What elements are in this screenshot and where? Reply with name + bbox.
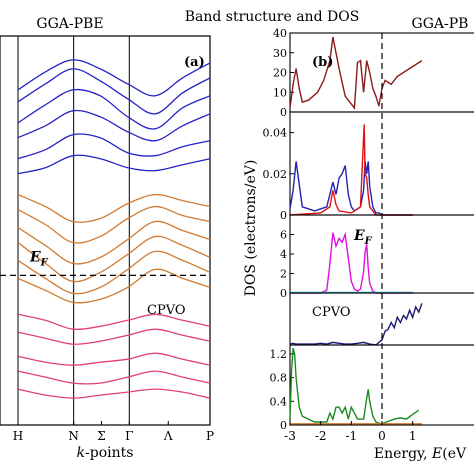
band-line [17,133,211,160]
dos-x-tick-label: -2 [315,429,327,443]
figure-title: Band structure and DOS [185,9,360,25]
panel-label: (a) [184,55,205,70]
dos-curve [289,303,423,346]
fermi-label: EF [29,249,49,268]
dos-x-axis-label-part: Energy, [374,446,432,462]
dos-curve [289,347,420,425]
band-line [17,370,211,385]
band-x-axis-label-rest: -points [85,445,133,461]
fermi-subscript: F [40,257,49,268]
k-label: P [206,429,214,443]
compound-label: CPVO [147,303,186,318]
dos-x-axis-label: Energy, E(eV [374,446,467,462]
dos-y-tick-label: 0 [280,419,287,432]
band-line [17,352,211,366]
dos-y-tick-label: 40 [273,27,287,40]
dos-y-tick-label: 2 [280,268,287,281]
dos-y-tick-label: 4 [280,248,287,261]
dos-curve [290,231,413,294]
band-line [17,109,211,142]
dos-y-tick-label: 10 [273,86,287,99]
band-line [17,154,211,175]
band-line [17,388,211,399]
dos-panel: 01020304000.020.04024600.40.81.2EF(b)CPV… [243,27,474,462]
right-panel-title: GGA-PB [412,16,469,32]
band-line [17,313,211,331]
dos-x-axis-label-part: E [431,446,442,462]
dos-y-tick-label: 0 [280,106,287,119]
dos-y-tick-label: 30 [273,47,287,60]
band-line [17,328,211,345]
dos-y-tick-label: 20 [273,67,287,80]
band-line [17,205,211,244]
band-line [17,193,211,223]
dos-fermi-subscript: F [364,236,373,247]
dos-curve [289,36,423,110]
dos-y-tick-label: 0.02 [263,168,288,181]
dos-y-tick-label: 0.8 [270,372,288,385]
dos-curve [289,124,413,216]
band-line [17,250,211,295]
dos-subplot-frame [289,344,474,426]
dos-y-tick-label: 0 [280,209,287,222]
dos-x-axis-label-part: (eV [442,446,467,462]
left-panel-title: GGA-PBE [36,16,103,32]
dos-curve [289,161,413,216]
band-plot-frame [0,35,211,426]
dos-y-tick-label: 6 [280,229,287,242]
dos-y-axis-label: DOS (electrons/eV) [243,160,259,297]
band-line [17,235,211,283]
k-label: N [68,429,79,443]
dos-x-tick-label: -3 [284,429,296,443]
dos-x-tick-label: 0 [378,429,386,443]
dos-x-tick-label: 1 [409,429,417,443]
k-label: Σ [97,429,105,443]
band-line [17,268,211,304]
band-x-axis-label-k: k [77,445,85,461]
band-line [17,68,211,115]
dos-y-tick-label: 1.2 [270,348,288,361]
dos-y-tick-label: 0 [280,287,287,300]
dos-compound-label: CPVO [312,305,351,320]
k-label: Λ [163,429,173,443]
band-x-axis-label: k-points [77,445,134,461]
band-line [17,220,211,265]
dos-x-tick-label: -1 [345,429,357,443]
band-line [17,88,211,130]
band-line [17,59,211,97]
dos-fermi-label: EF [353,228,373,247]
dos-y-tick-label: 0.04 [263,127,288,140]
k-label: H [13,429,23,443]
dos-y-tick-label: 0.4 [270,395,288,408]
k-label: Γ [125,429,133,443]
band-structure-panel: EF (a) CPVO H N Σ Γ Λ Pk-points [0,35,214,461]
dos-panel-label: (b) [312,55,333,70]
